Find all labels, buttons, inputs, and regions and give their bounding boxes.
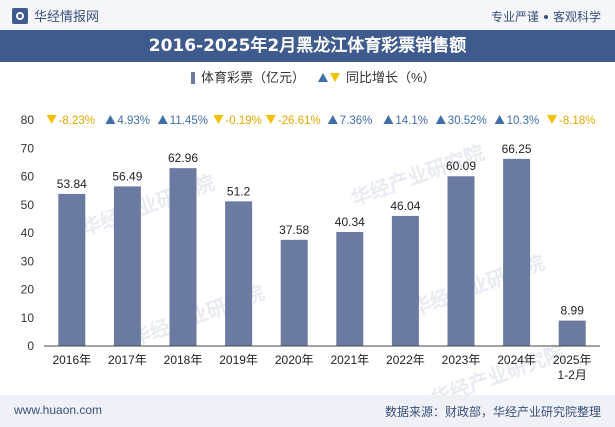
- growth-label: -26.61%: [278, 115, 321, 127]
- bar: [447, 176, 475, 346]
- growth-down-triangle-icon: [213, 115, 224, 124]
- bar: [558, 320, 586, 346]
- y-tick-label: 20: [21, 283, 35, 297]
- y-tick-label: 70: [21, 141, 35, 155]
- dot-separator-icon: [543, 15, 548, 19]
- y-tick-label: 0: [27, 339, 34, 353]
- bar-value-label: 66.25: [502, 142, 532, 156]
- tagline-2: 客观科学: [552, 10, 601, 24]
- growth-label: 14.1%: [395, 115, 428, 127]
- bar-value-label: 37.58: [279, 223, 309, 237]
- growth-label: 11.45%: [170, 115, 208, 127]
- bar-value-label: 8.99: [561, 304, 585, 318]
- x-tick-label: 2025年: [553, 353, 592, 367]
- x-tick-label: 2022年: [386, 353, 425, 367]
- growth-up-triangle-icon: [327, 115, 338, 124]
- x-tick-label: 2018年: [164, 353, 203, 367]
- footer-url[interactable]: www.huaon.com: [14, 403, 103, 417]
- bar-value-label: 46.04: [390, 199, 420, 213]
- bar-value-label: 56.49: [112, 169, 142, 183]
- growth-label: 10.3%: [507, 115, 540, 127]
- bar: [113, 186, 141, 346]
- bar: [58, 193, 86, 346]
- growth-down-triangle-icon: [46, 115, 57, 124]
- x-tick-label: 2020年: [275, 353, 314, 367]
- growth-up-triangle-icon: [157, 115, 168, 124]
- x-tick-label: 2016年: [52, 353, 91, 367]
- legend-down-triangle-icon: [330, 73, 340, 82]
- watermark-text: 华经产业研究院: [428, 340, 568, 395]
- bar-value-label: 62.96: [168, 151, 198, 165]
- growth-label: -8.18%: [559, 115, 595, 127]
- growth-label: 4.93%: [117, 115, 150, 127]
- x-tick-label: 2023年: [442, 353, 481, 367]
- y-tick-label: 60: [21, 170, 35, 184]
- x-tick-label: 1-2月: [558, 368, 587, 382]
- legend-label: 同比增长（%）: [346, 70, 436, 85]
- bar-value-label: 53.84: [57, 177, 87, 191]
- bar: [225, 201, 253, 346]
- bar: [503, 158, 531, 346]
- x-tick-label: 2021年: [330, 353, 369, 367]
- bar-value-label: 51.2: [227, 184, 251, 198]
- tagline: 专业严谨 客观科学: [491, 8, 601, 25]
- site-logo[interactable]: 华经情报网: [12, 6, 99, 25]
- bar-value-label: 40.34: [335, 215, 365, 229]
- growth-label: 7.36%: [340, 115, 373, 127]
- growth-label: -0.19%: [225, 115, 261, 127]
- x-tick-label: 2017年: [108, 353, 147, 367]
- y-tick-label: 30: [21, 254, 35, 268]
- y-tick-label: 40: [21, 226, 35, 240]
- legend-up-triangle-icon: [318, 73, 328, 82]
- growth-down-triangle-icon: [547, 115, 557, 124]
- growth-up-triangle-icon: [435, 115, 446, 124]
- data-source: 数据来源：财政部，华经产业研究院整理: [384, 405, 601, 419]
- y-tick-label: 10: [21, 311, 35, 325]
- growth-up-triangle-icon: [494, 115, 505, 124]
- top-bar: 华经情报网 专业严谨 客观科学: [0, 0, 615, 30]
- tagline-1: 专业严谨: [490, 10, 539, 24]
- growth-up-triangle-icon: [105, 115, 116, 124]
- legend-bar-swatch: [191, 72, 195, 84]
- growth-label: 30.52%: [448, 115, 487, 127]
- y-tick-label: 80: [21, 113, 35, 127]
- bar: [336, 232, 364, 346]
- footer-bar: www.huaon.com 数据来源：财政部，华经产业研究院整理: [0, 395, 615, 427]
- growth-up-triangle-icon: [383, 115, 394, 124]
- bar-value-label: 60.09: [446, 159, 476, 173]
- chart-title: 2016-2025年2月黑龙江体育彩票销售额: [0, 30, 615, 62]
- watermark-text: 华经产业研究院: [78, 170, 218, 240]
- logo-icon: [12, 7, 28, 24]
- x-tick-label: 2019年: [219, 353, 258, 367]
- x-tick-label: 2024年: [497, 353, 536, 367]
- growth-label: -8.23%: [59, 115, 95, 127]
- legend-label: 体育彩票（亿元）: [201, 70, 305, 85]
- site-name: 华经情报网: [34, 9, 100, 24]
- growth-down-triangle-icon: [265, 115, 276, 124]
- y-tick-label: 50: [21, 198, 35, 212]
- bar: [280, 239, 308, 346]
- bar: [169, 168, 197, 346]
- bar: [391, 215, 419, 346]
